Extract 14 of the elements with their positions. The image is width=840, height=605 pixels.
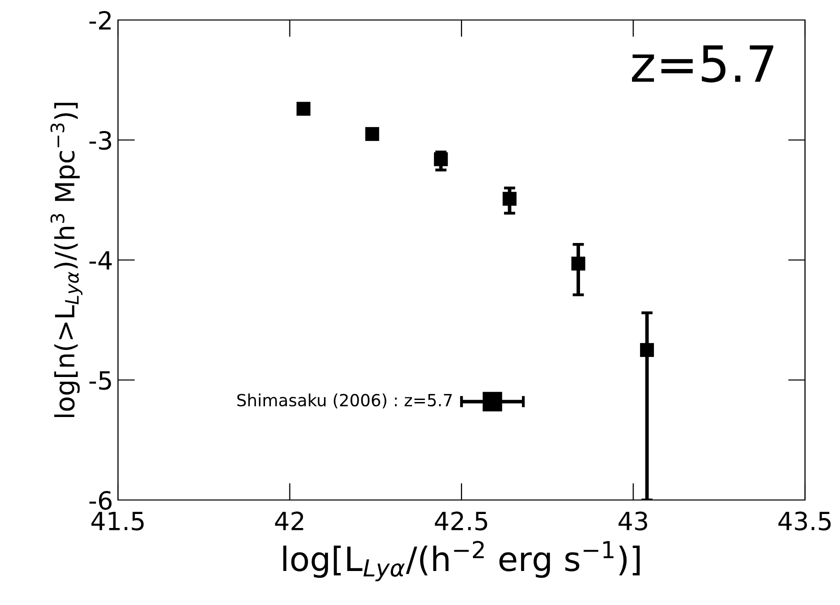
x-axis-title: log[L$_{Lyα}$/(h$^{−2}$ erg s$^{−1}$)] (283, 540, 640, 582)
y-tick-label: -2 (89, 10, 111, 30)
x-tick-label: 43.5 (778, 512, 831, 530)
y-axis-title: log[n(>L$_{Lyα}$)/(h$^{3}$ Mpc$^{−3}$)] (50, 102, 82, 418)
x-tick-label: 43 (618, 512, 648, 530)
y-tick-label: -6 (89, 490, 112, 510)
x-tick-label: 42 (275, 512, 304, 530)
y-tick-label: -4 (89, 251, 112, 270)
annotation: z=5.7 (632, 45, 774, 83)
series-label: Shimasaku (2006) : z=5.7 (237, 394, 452, 408)
x-tick-label: 41.5 (91, 512, 144, 530)
x-tick-label: 42.5 (434, 512, 488, 530)
y-tick-label: -5 (89, 371, 111, 390)
y-tick-label: -3 (89, 130, 112, 150)
